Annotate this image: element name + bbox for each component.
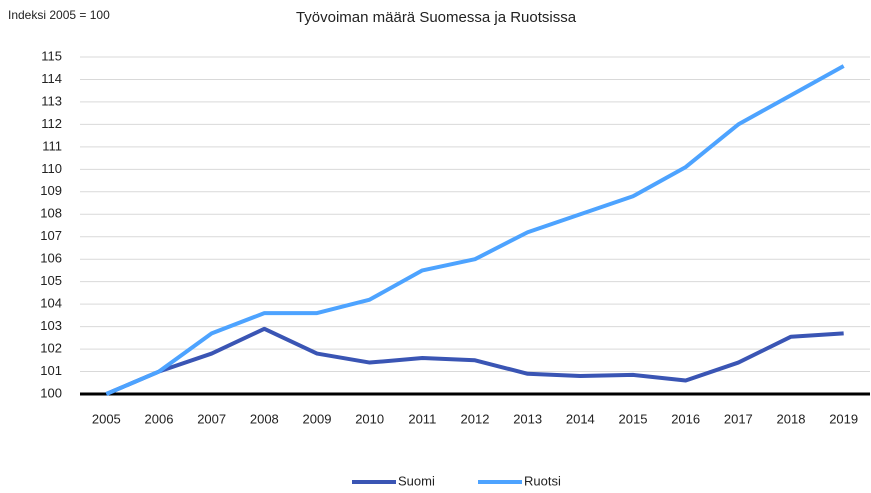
y-tick-label: 102	[40, 341, 62, 356]
y-tick-label: 107	[40, 228, 62, 243]
x-tick-label: 2018	[777, 411, 806, 426]
y-tick-label: 106	[40, 251, 62, 266]
y-tick-label: 115	[41, 48, 62, 63]
x-tick-label: 2005	[92, 411, 121, 426]
y-tick-label: 100	[40, 385, 62, 400]
y-tick-label: 105	[40, 273, 62, 288]
y-tick-label: 110	[41, 161, 62, 176]
y-tick-label: 108	[40, 206, 62, 221]
x-tick-label: 2006	[145, 411, 174, 426]
chart-title: Työvoiman määrä Suomessa ja Ruotsissa	[296, 9, 577, 26]
y-tick-label: 113	[41, 93, 62, 108]
y-tick-label: 111	[42, 138, 62, 153]
x-tick-label: 2016	[671, 411, 700, 426]
y-tick-label: 103	[40, 318, 62, 333]
x-tick-label: 2014	[566, 411, 595, 426]
x-tick-label: 2007	[197, 411, 226, 426]
x-tick-label: 2015	[619, 411, 648, 426]
legend-label: Suomi	[398, 473, 435, 488]
series-line	[105, 64, 845, 396]
x-tick-label: 2013	[513, 411, 542, 426]
x-tick-label: 2010	[355, 411, 384, 426]
y-tick-label: 114	[41, 71, 62, 86]
x-tick-label: 2019	[829, 411, 858, 426]
y-axis-label: Indeksi 2005 = 100	[8, 8, 110, 22]
y-tick-label: 101	[40, 363, 62, 378]
x-tick-label: 2012	[461, 411, 490, 426]
y-tick-label: 104	[40, 296, 62, 311]
x-tick-label: 2011	[408, 411, 436, 426]
series-line	[105, 326, 844, 396]
y-tick-label: 112	[41, 116, 62, 131]
x-tick-label: 2017	[724, 411, 753, 426]
x-tick-label: 2009	[303, 411, 332, 426]
legend-label: Ruotsi	[524, 473, 561, 488]
x-tick-label: 2008	[250, 411, 279, 426]
y-tick-label: 109	[40, 183, 62, 198]
